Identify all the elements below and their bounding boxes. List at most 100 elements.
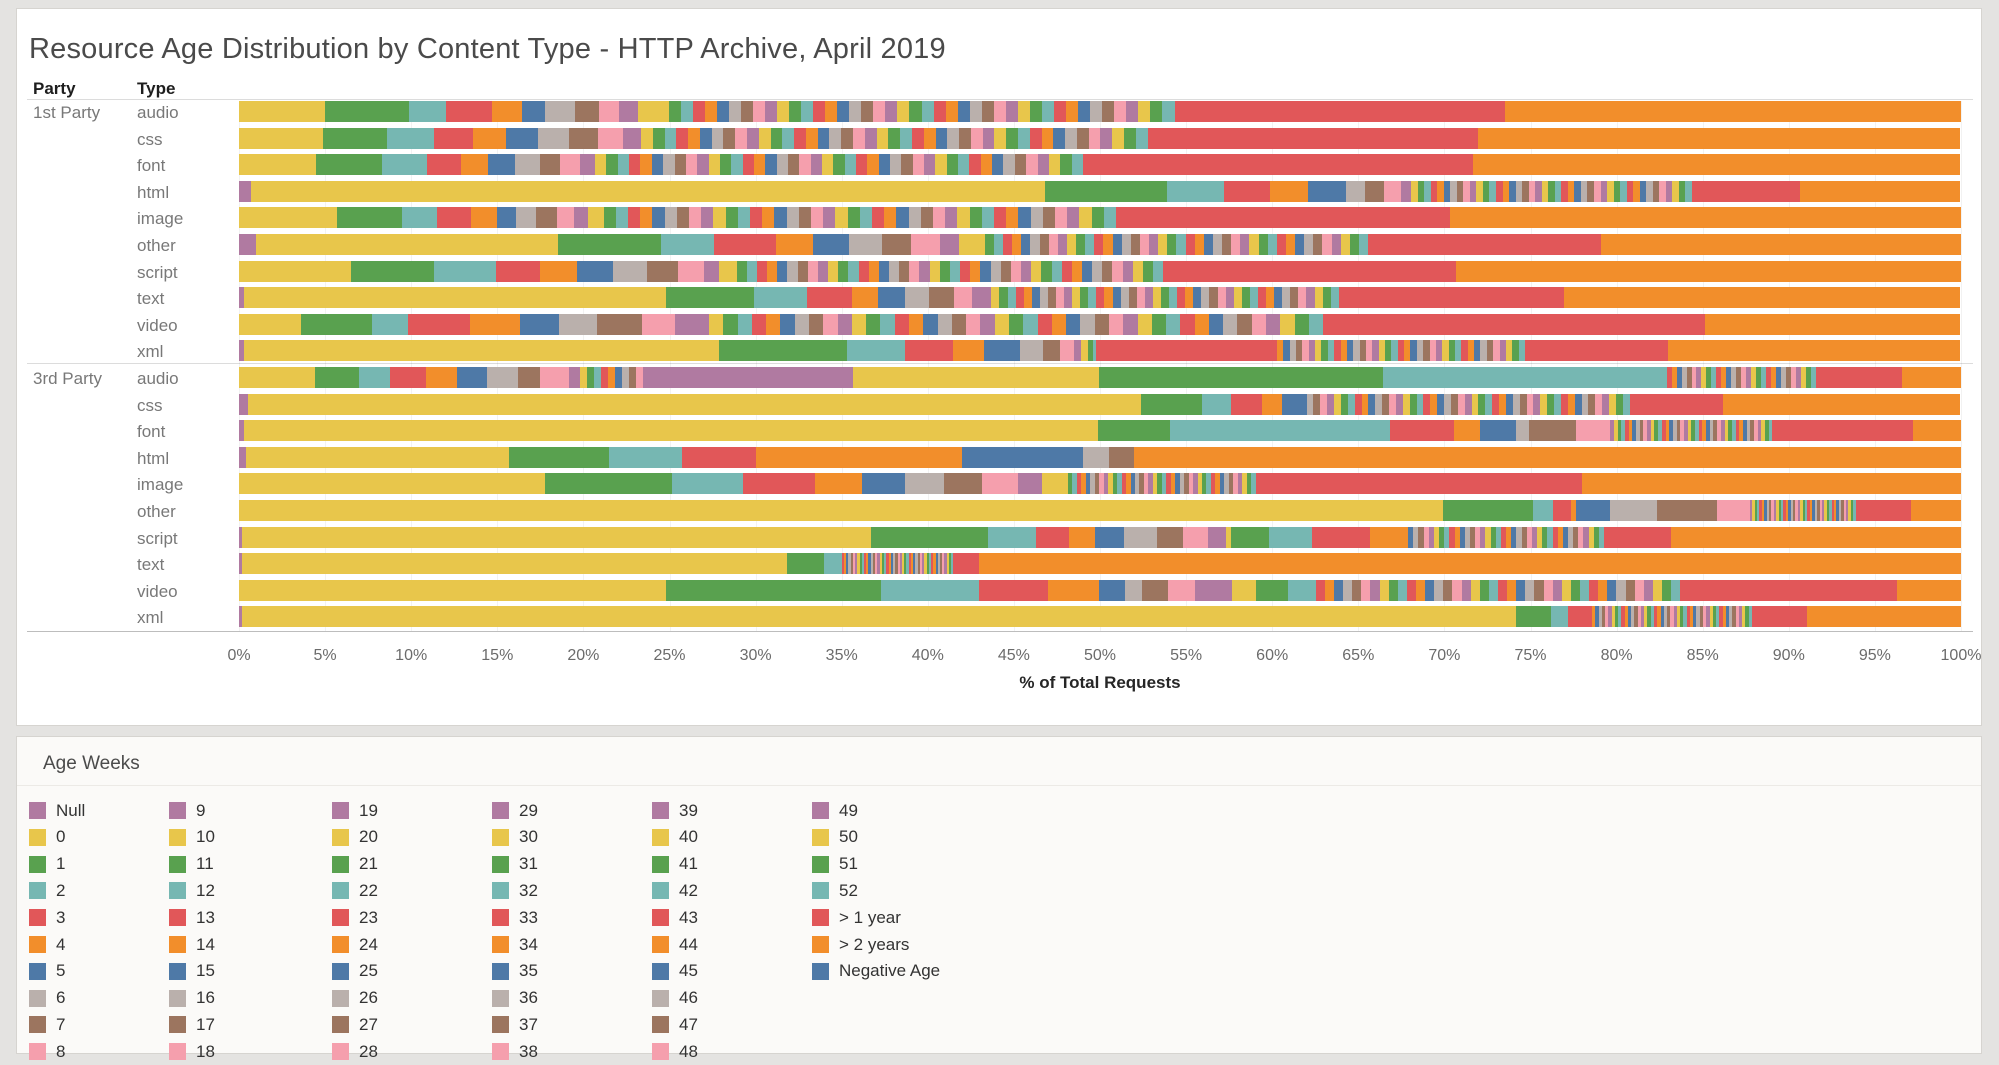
bar-segment-age-45[interactable] [1574,393,1582,415]
bar-segment-age-47[interactable] [1076,127,1089,149]
bar-segment-age-52[interactable] [1811,367,1817,388]
bar-segment-age->1year[interactable] [1174,101,1506,122]
bar-segment-age-49[interactable] [1067,207,1080,229]
bar-segment-age-19[interactable] [837,313,852,335]
bar-segment-age-39[interactable] [1533,393,1541,415]
bar-segment-age-31[interactable] [1706,367,1712,388]
legend-item-33[interactable]: 33 [492,904,538,931]
bar-segment-age-18[interactable] [735,127,747,149]
bar-segment-age-39[interactable] [1720,420,1725,442]
bar-segment-age-48[interactable] [1298,287,1307,309]
bar-segment-age-22[interactable] [801,101,814,122]
bar-segment-age-31[interactable] [1385,340,1392,362]
bar-segment-age->2years[interactable] [1564,287,1961,309]
bar-segment-age-21[interactable] [1321,340,1328,362]
bar-segment-age-36[interactable] [1416,340,1424,362]
legend-item-13[interactable]: 13 [169,904,215,931]
legend-item-21[interactable]: 21 [332,851,378,878]
legend-swatch[interactable] [332,1016,349,1034]
bar-segment-age-36[interactable] [908,207,921,229]
bar-segment-age-13[interactable] [629,154,641,176]
bar-segment-age->1year[interactable] [1338,287,1565,309]
bar-segment-age-46[interactable] [1282,287,1291,309]
bar-segment-age-38[interactable] [970,127,983,149]
bar-segment-age-12[interactable] [664,127,677,149]
bar-segment-age-50[interactable] [1588,526,1594,548]
bar-segment-age-12[interactable] [1072,473,1077,495]
bar-segment-age-13[interactable] [1621,606,1625,628]
bar-segment-age-2[interactable] [433,260,496,282]
bar-segment-age-43[interactable] [1719,606,1723,628]
bar-segment-age-28[interactable] [1475,526,1481,548]
bar-segment-age-3[interactable] [1223,180,1271,202]
bar-segment-age-21[interactable] [1778,500,1782,521]
bar-segment-age-18[interactable] [875,553,878,575]
bar-segment-age-48[interactable] [1322,234,1332,255]
bar-segment-age-8[interactable] [539,367,570,388]
bar-segment-age-33[interactable] [1177,287,1186,309]
bar-segment-age-23[interactable] [1496,180,1503,202]
bar-segment-age-11[interactable] [1614,606,1619,628]
bar-segment-age-33[interactable] [1397,340,1405,362]
bar-segment-age-29[interactable] [1673,606,1677,628]
bar-segment-age-35[interactable] [980,260,991,282]
bar-segment-age-8[interactable] [1060,340,1074,362]
bar-segment-age-29[interactable] [810,154,822,176]
bar-segment-age-11[interactable] [984,234,994,255]
bar-segment-age-51[interactable] [1124,127,1136,149]
bar-segment-age-1[interactable] [350,260,434,282]
bar-segment-age-44[interactable] [1557,526,1563,548]
bar-segment-age-22[interactable] [1397,579,1407,601]
legend-swatch[interactable] [332,1043,349,1061]
legend-swatch[interactable] [652,936,669,953]
bar-segment-age-30[interactable] [876,127,889,149]
bar-segment-age-24[interactable] [753,154,766,176]
bar-segment-age-2[interactable] [387,127,434,149]
bar-segment-age-29[interactable] [1372,340,1379,362]
bar-segment-age-31[interactable] [1680,606,1684,628]
bar-segment-age-33[interactable] [1497,579,1508,601]
bar-segment-age-48[interactable] [1735,606,1739,628]
legend-swatch[interactable] [492,962,509,980]
bar-segment-age-0[interactable] [244,287,666,309]
bar-segment-age->1year[interactable] [1772,420,1914,442]
bar-segment-age-41[interactable] [1570,579,1580,601]
bar-segment-age-23[interactable] [813,101,826,122]
bar-segment-age-48[interactable] [1055,207,1068,229]
bar-segment-age-0[interactable] [256,234,558,255]
bar-segment-age-49[interactable] [1266,313,1281,335]
bar-segment-age-5[interactable] [812,234,849,255]
bar-segment-age-3[interactable] [978,579,1048,601]
bar-segment-age-24[interactable] [1657,606,1661,628]
bar-segment-age-38[interactable] [1593,180,1601,202]
bar-segment-age-0[interactable] [244,420,1099,442]
bar-segment-age-8[interactable] [910,234,941,255]
bar-segment-age-21[interactable] [1409,393,1417,415]
legend-swatch[interactable] [652,909,669,927]
bar-segment-age-45[interactable] [1295,234,1305,255]
bar-segment-age-42[interactable] [1267,234,1277,255]
bar-segment-age-8[interactable] [1575,420,1611,442]
bar-segment-age-46[interactable] [1746,420,1751,442]
bar-segment-age-18[interactable] [1771,500,1774,521]
bar-segment-age->2years[interactable] [1722,393,1961,415]
bar-segment-age-31[interactable] [888,127,901,149]
legend-swatch[interactable] [812,855,829,873]
bar-segment-age-50[interactable] [946,553,949,575]
bar-segment-age-47[interactable] [1313,234,1323,255]
bar-segment-age-35[interactable] [1516,579,1526,601]
bar-segment-age-31[interactable] [1691,420,1696,442]
legend-item-40[interactable]: 40 [652,824,698,851]
bar-segment-age-7[interactable] [1156,526,1183,548]
bar-segment-age-34[interactable] [1689,606,1694,628]
bar-segment-age-50[interactable] [1132,260,1143,282]
bar-segment-age-41[interactable] [926,553,929,575]
bar-segment-age-33[interactable] [1686,606,1690,628]
bar-segment-age-0[interactable] [242,553,787,575]
bar-segment-age-26[interactable] [1681,367,1687,388]
bar-segment-age-2[interactable] [988,526,1037,548]
bar-segment-age-32[interactable] [1176,234,1186,255]
bar-segment-age-28[interactable] [1143,473,1149,495]
bar-segment-age-51[interactable] [948,553,952,575]
bar-segment-age-1[interactable] [545,473,673,495]
